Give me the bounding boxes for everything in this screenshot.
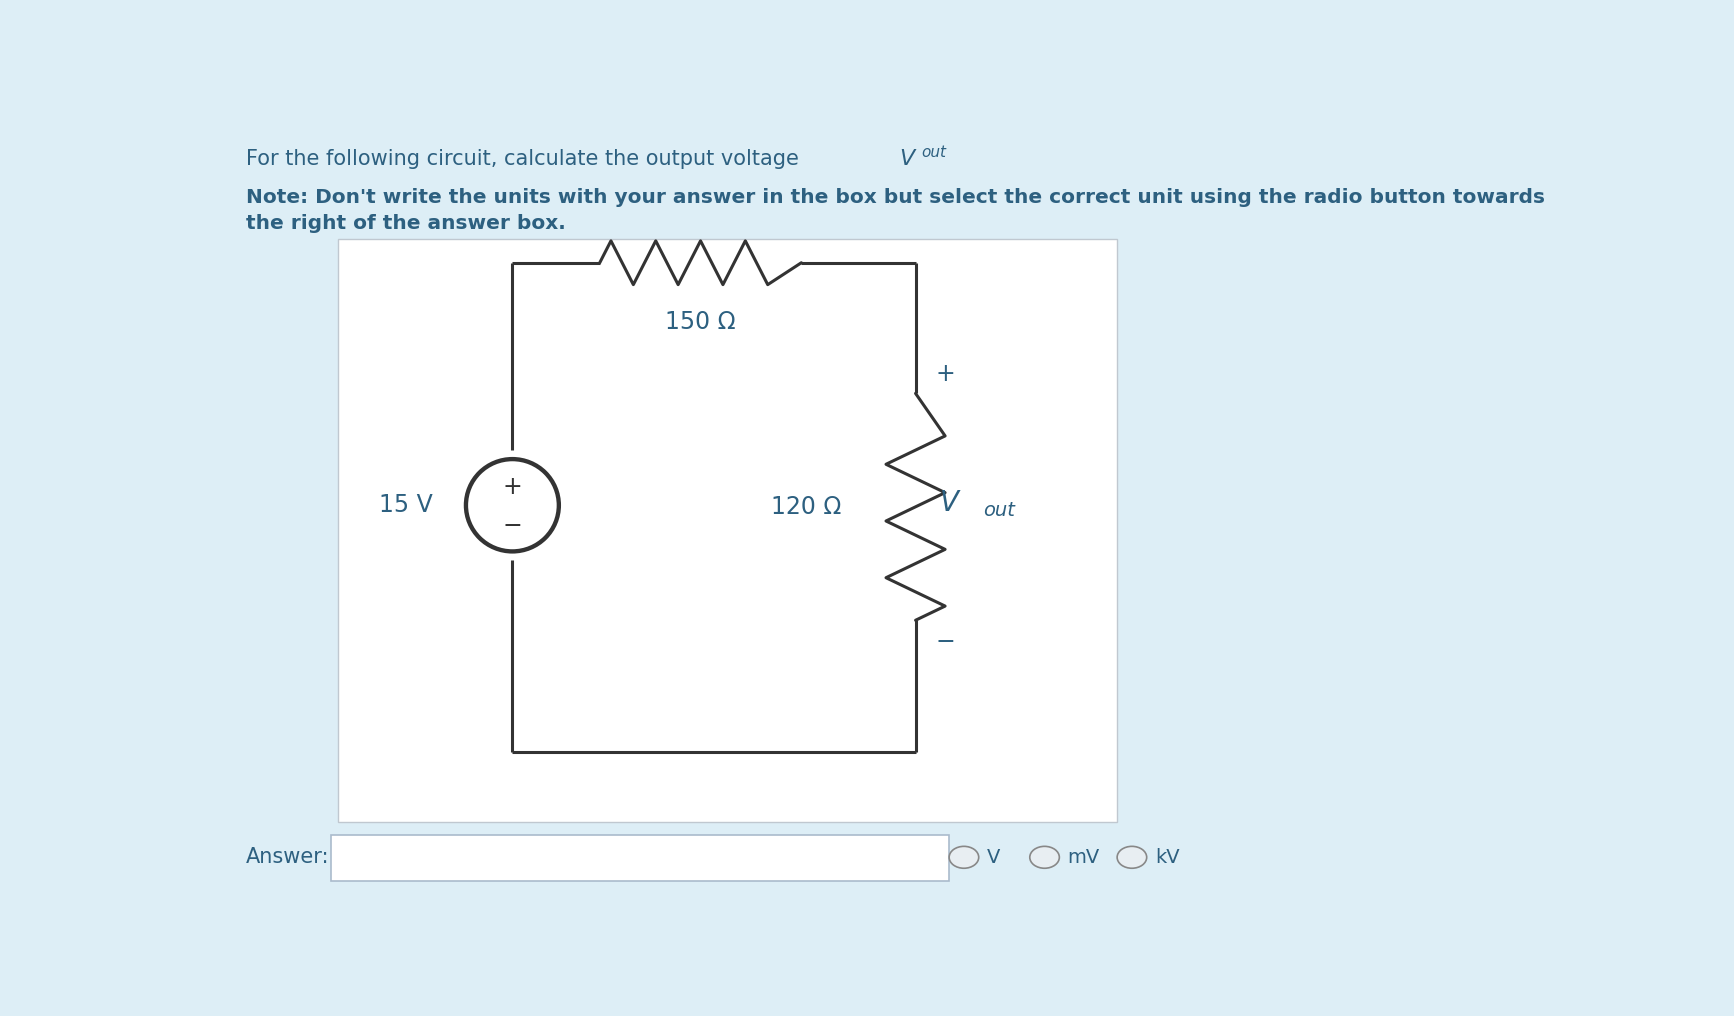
Text: out: out	[921, 145, 947, 161]
Ellipse shape	[1117, 846, 1146, 869]
Text: V: V	[940, 489, 959, 517]
Ellipse shape	[465, 458, 560, 553]
Ellipse shape	[1030, 846, 1059, 869]
Text: mV: mV	[1068, 847, 1099, 867]
Text: Answer:: Answer:	[246, 847, 329, 868]
Text: −: −	[936, 630, 955, 654]
Text: +: +	[503, 475, 522, 499]
Text: V: V	[987, 847, 1001, 867]
FancyBboxPatch shape	[331, 835, 948, 881]
Text: For the following circuit, calculate the output voltage: For the following circuit, calculate the…	[246, 149, 806, 170]
Text: out: out	[983, 501, 1014, 520]
Ellipse shape	[948, 846, 978, 869]
Text: 15 V: 15 V	[380, 493, 434, 517]
Text: 120 Ω: 120 Ω	[772, 495, 841, 519]
Text: kV: kV	[1155, 847, 1179, 867]
Text: the right of the answer box.: the right of the answer box.	[246, 214, 565, 234]
Ellipse shape	[466, 460, 558, 551]
Text: 150 Ω: 150 Ω	[666, 310, 735, 333]
Text: V: V	[900, 149, 914, 170]
Text: −: −	[503, 514, 522, 537]
Text: +: +	[936, 362, 955, 386]
Text: Note: Don't write the units with your answer in the box but select the correct u: Note: Don't write the units with your an…	[246, 188, 1545, 206]
FancyBboxPatch shape	[338, 240, 1117, 822]
